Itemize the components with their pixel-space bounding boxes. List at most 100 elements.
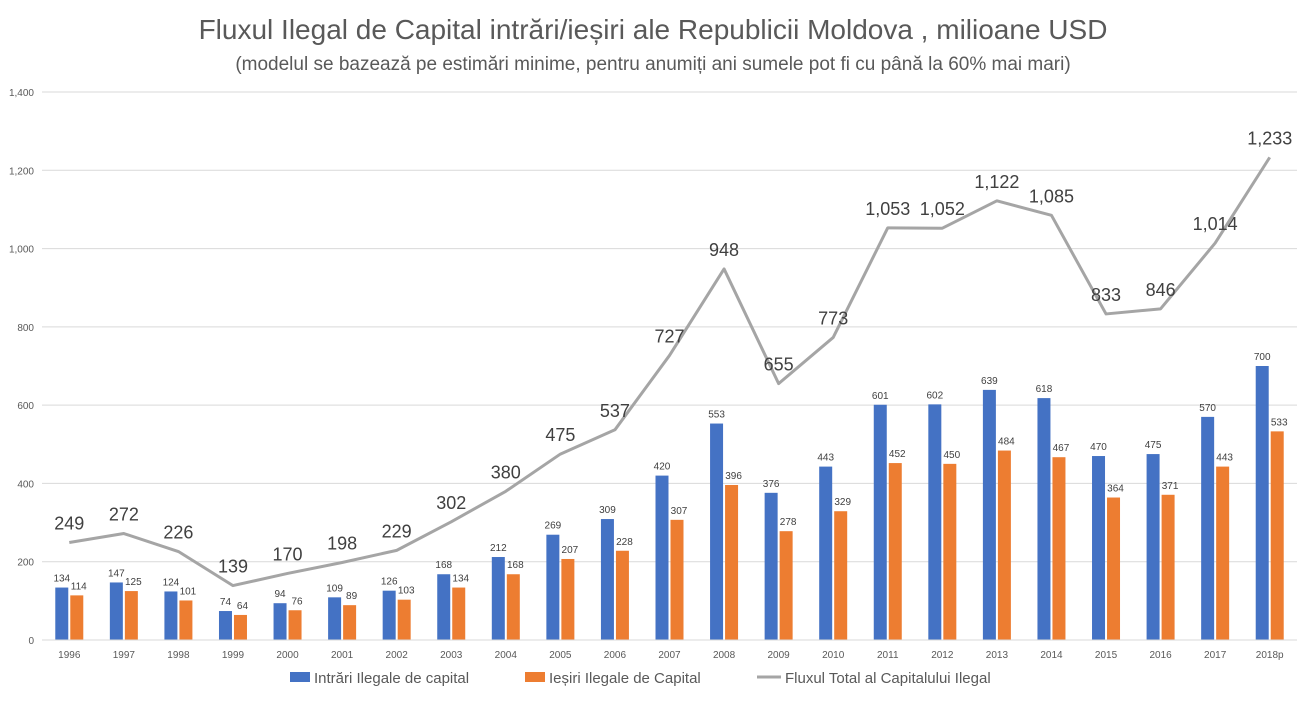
bar-label-iesiri: 76 — [291, 596, 303, 607]
bar-iesiri — [1052, 457, 1066, 640]
line-data-label: 1,053 — [865, 199, 910, 219]
bar-label-iesiri: 484 — [998, 437, 1015, 448]
legend: Intrări Ilegale de capital Ieșiri Ilegale… — [290, 670, 991, 687]
bar-iesiri — [1107, 497, 1121, 640]
line-data-label: 846 — [1146, 280, 1176, 300]
bar-iesiri — [70, 595, 84, 640]
x-tick-label: 2013 — [986, 650, 1009, 661]
bar-iesiri — [1216, 466, 1230, 640]
bar-iesiri — [1270, 431, 1284, 640]
bar-intrari — [491, 557, 505, 640]
bar-label-intrari: 109 — [326, 583, 343, 594]
bar-intrari — [546, 534, 560, 640]
x-tick-label: 2010 — [822, 650, 845, 661]
x-tick-label: 2004 — [495, 650, 518, 661]
bar-label-intrari: 618 — [1036, 384, 1053, 395]
x-tick-label: 2006 — [604, 650, 627, 661]
bar-label-intrari: 74 — [220, 597, 232, 608]
bar-label-iesiri: 134 — [452, 574, 469, 585]
bar-label-iesiri: 533 — [1271, 417, 1288, 428]
bar-label-iesiri: 101 — [180, 586, 197, 597]
bar-intrari — [218, 611, 232, 640]
bar-intrari — [764, 492, 778, 640]
bar-label-intrari: 570 — [1199, 403, 1216, 414]
bar-iesiri — [397, 599, 411, 640]
bar-label-iesiri: 329 — [834, 497, 851, 508]
line-data-label: 272 — [109, 505, 139, 525]
line-data-label: 198 — [327, 533, 357, 553]
bar-label-iesiri: 168 — [507, 560, 524, 571]
x-tick-label: 2011 — [877, 650, 899, 661]
bar-label-intrari: 124 — [163, 577, 180, 588]
bar-iesiri — [943, 463, 957, 640]
legend-label: Intrări Ilegale de capital — [314, 670, 469, 687]
bar-intrari — [600, 519, 614, 640]
bar-label-iesiri: 371 — [1162, 481, 1179, 492]
y-tick-label: 1,000 — [9, 245, 34, 256]
bar-intrari — [55, 587, 69, 640]
legend-item-iesiri: Ieșiri Ilegale de Capital — [525, 670, 701, 687]
bar-iesiri — [670, 519, 684, 640]
bar-label-iesiri: 89 — [346, 591, 358, 602]
bar-label-iesiri: 443 — [1216, 453, 1233, 464]
bar-label-intrari: 553 — [708, 410, 725, 421]
bar-intrari — [1255, 366, 1269, 640]
x-tick-label: 1997 — [113, 650, 136, 661]
x-tick-label: 2008 — [713, 650, 736, 661]
x-tick-label: 2002 — [386, 650, 409, 661]
line-data-label: 948 — [709, 240, 739, 260]
x-tick-label: 1996 — [58, 650, 81, 661]
bar-label-intrari: 639 — [981, 376, 998, 387]
x-tick-label: 1999 — [222, 650, 245, 661]
bar-intrari — [273, 603, 287, 640]
bar-intrari — [109, 582, 123, 640]
bar-iesiri — [506, 574, 520, 640]
x-tick-label: 2000 — [276, 650, 299, 661]
bar-iesiri — [834, 511, 848, 640]
y-tick-label: 800 — [17, 323, 34, 334]
total-flow-line: 249 272 226 139 170 198 229 302 380 475 537 727 948 6… — [54, 128, 1292, 588]
x-tick-label: 2009 — [768, 650, 791, 661]
bar-iesiri — [343, 605, 357, 640]
bar-label-iesiri: 467 — [1053, 443, 1070, 454]
line-data-label: 249 — [54, 514, 84, 534]
bar-label-intrari: 269 — [545, 521, 562, 532]
bar-label-intrari: 212 — [490, 543, 507, 554]
legend-label: Fluxul Total al Capitalului Ilegal — [785, 670, 991, 687]
line-data-label: 773 — [818, 308, 848, 328]
grid-lines — [42, 91, 1297, 641]
chart-title: Fluxul Ilegal de Capital intrări/ieșiri … — [199, 14, 1108, 45]
x-tick-label: 2017 — [1204, 650, 1227, 661]
total-flow-polyline — [69, 156, 1271, 588]
x-axis: 1996 1997 1998 1999 2000 2001 2002 2003 2004 2005… — [42, 639, 1297, 661]
y-tick-label: 600 — [17, 401, 34, 412]
bar-intrari — [1037, 398, 1051, 640]
bar-label-iesiri: 364 — [1107, 484, 1124, 495]
line-data-label: 1,085 — [1029, 186, 1074, 206]
bar-label-iesiri: 207 — [562, 545, 579, 556]
y-axis: 0 200 400 600 800 1,000 1,200 1,400 — [9, 88, 34, 647]
bar-intrari — [655, 475, 669, 640]
bar-label-intrari: 420 — [654, 462, 671, 473]
line-data-label: 380 — [491, 462, 521, 482]
y-tick-label: 0 — [28, 636, 34, 647]
x-tick-label: 2003 — [440, 650, 463, 661]
bar-iesiri — [179, 600, 193, 640]
bar-iesiri — [124, 591, 138, 640]
bar-iesiri — [288, 610, 302, 640]
line-data-label: 727 — [654, 326, 684, 346]
bar-label-intrari: 94 — [274, 589, 286, 600]
bar-iesiri — [997, 450, 1011, 640]
x-tick-label: 2015 — [1095, 650, 1118, 661]
bar-intrari — [710, 423, 724, 640]
bar-label-iesiri: 452 — [889, 449, 906, 460]
x-tick-label: 2016 — [1149, 650, 1172, 661]
bar-iesiri — [779, 531, 793, 640]
bar-intrari — [819, 466, 833, 640]
bar-label-iesiri: 125 — [125, 577, 142, 588]
bar-label-intrari: 168 — [435, 560, 452, 571]
bar-label-intrari: 147 — [108, 568, 125, 579]
